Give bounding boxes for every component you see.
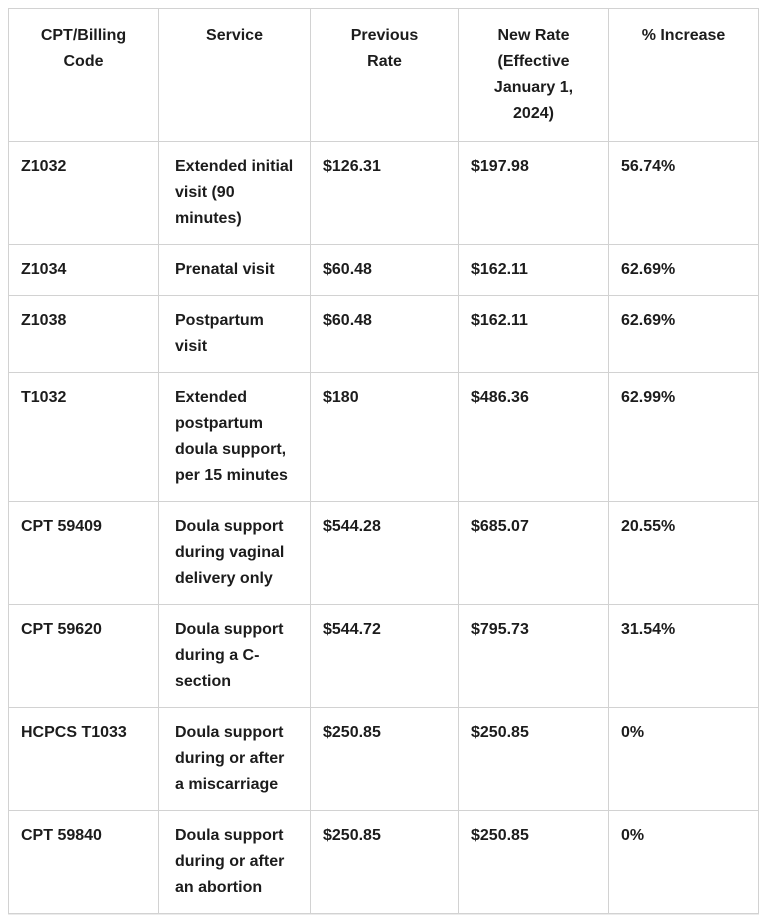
doula-rate-table: CPT/Billing Code Service Previous Rate N… — [8, 8, 759, 914]
header-cell-new-rate: New Rate (Effective January 1, 2024) — [458, 8, 609, 142]
cell-code: CPT 59840 — [8, 810, 159, 914]
cell-code: Z1032 — [8, 141, 159, 245]
cell-previous-rate: $250.85 — [310, 810, 459, 914]
cell-service: Postpartum visit — [158, 295, 311, 373]
cell-previous-rate: $250.85 — [310, 707, 459, 811]
cell-previous-rate: $180 — [310, 372, 459, 502]
cell-code: CPT 59409 — [8, 501, 159, 605]
cell-new-rate: $162.11 — [458, 244, 609, 296]
cell-new-rate: $486.36 — [458, 372, 609, 502]
cell-previous-rate: $126.31 — [310, 141, 459, 245]
cell-service: Doula support during or after a miscarri… — [158, 707, 311, 811]
cell-percent-increase: 62.69% — [608, 244, 759, 296]
cell-previous-rate: $544.72 — [310, 604, 459, 708]
cell-code: T1032 — [8, 372, 159, 502]
table-row: Z1038 Postpartum visit $60.48 $162.11 62… — [8, 295, 759, 373]
cell-previous-rate: $544.28 — [310, 501, 459, 605]
table-header: CPT/Billing Code Service Previous Rate N… — [8, 8, 759, 142]
cell-new-rate: $250.85 — [458, 810, 609, 914]
table-row: Z1032 Extended initial visit (90 minutes… — [8, 141, 759, 245]
table-row: CPT 59620 Doula support during a C-secti… — [8, 604, 759, 708]
cell-previous-rate: $60.48 — [310, 244, 459, 296]
cell-service: Extended postpartum doula support, per 1… — [158, 372, 311, 502]
header-row: CPT/Billing Code Service Previous Rate N… — [8, 8, 759, 142]
cell-new-rate: $197.98 — [458, 141, 609, 245]
cell-percent-increase: 0% — [608, 707, 759, 811]
header-cell-service: Service — [158, 8, 311, 142]
cell-previous-rate: $60.48 — [310, 295, 459, 373]
header-cell-previous-rate: Previous Rate — [310, 8, 459, 142]
cell-percent-increase: 0% — [608, 810, 759, 914]
cell-service: Extended initial visit (90 minutes) — [158, 141, 311, 245]
table-row: T1032 Extended postpartum doula support,… — [8, 372, 759, 502]
cell-code: CPT 59620 — [8, 604, 159, 708]
cell-service: Doula support during vaginal delivery on… — [158, 501, 311, 605]
cell-service: Doula support during or after an abortio… — [158, 810, 311, 914]
table-body: Z1032 Extended initial visit (90 minutes… — [8, 141, 759, 914]
cell-code: Z1038 — [8, 295, 159, 373]
cell-new-rate: $250.85 — [458, 707, 609, 811]
cell-new-rate: $685.07 — [458, 501, 609, 605]
cell-percent-increase: 62.99% — [608, 372, 759, 502]
cell-service: Doula support during a C-section — [158, 604, 311, 708]
cell-new-rate: $162.11 — [458, 295, 609, 373]
table-row: CPT 59409 Doula support during vaginal d… — [8, 501, 759, 605]
cell-code: Z1034 — [8, 244, 159, 296]
cell-percent-increase: 20.55% — [608, 501, 759, 605]
table-row: CPT 59840 Doula support during or after … — [8, 810, 759, 914]
cell-service: Prenatal visit — [158, 244, 311, 296]
cell-percent-increase: 62.69% — [608, 295, 759, 373]
table-row: HCPCS T1033 Doula support during or afte… — [8, 707, 759, 811]
table-row: Z1034 Prenatal visit $60.48 $162.11 62.6… — [8, 244, 759, 296]
cell-percent-increase: 56.74% — [608, 141, 759, 245]
cell-code: HCPCS T1033 — [8, 707, 159, 811]
cell-percent-increase: 31.54% — [608, 604, 759, 708]
header-cell-cpt-billing-code: CPT/Billing Code — [8, 8, 159, 142]
header-cell-percent-increase: % Increase — [608, 8, 759, 142]
cell-new-rate: $795.73 — [458, 604, 609, 708]
